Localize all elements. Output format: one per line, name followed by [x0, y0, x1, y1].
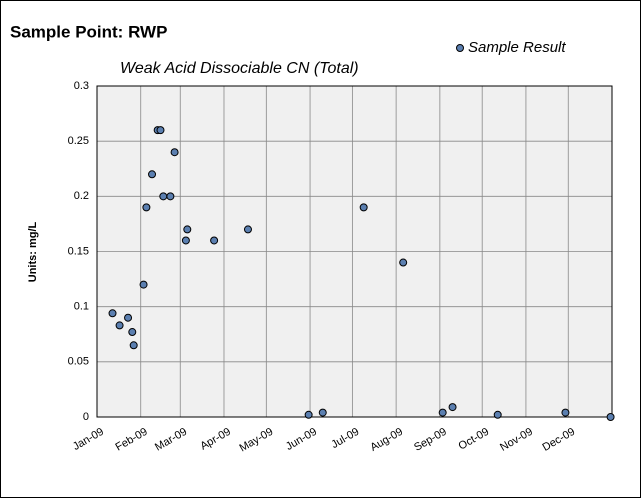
data-point: [148, 170, 157, 179]
data-point: [142, 203, 151, 212]
chart-title: Sample Point: RWP: [10, 22, 167, 41]
legend-marker: [456, 44, 464, 52]
y-tick-label: 0.25: [68, 135, 89, 147]
data-point: [561, 408, 570, 417]
data-point: [166, 192, 175, 201]
y-tick-label: 0.15: [68, 245, 89, 257]
data-point: [438, 408, 447, 417]
y-tick-label: 0.05: [68, 356, 89, 368]
data-point: [210, 236, 219, 245]
data-point: [115, 321, 124, 330]
data-point: [139, 280, 148, 289]
data-point: [170, 148, 179, 157]
data-point: [156, 126, 165, 135]
plot-border: [96, 85, 613, 418]
data-point: [124, 313, 133, 322]
data-point: [243, 225, 252, 234]
data-point: [304, 410, 313, 419]
data-point: [399, 258, 408, 267]
y-tick-label: 0.3: [74, 80, 89, 92]
data-point: [129, 341, 138, 350]
data-point: [183, 225, 192, 234]
data-point: [318, 408, 327, 417]
data-point: [128, 328, 137, 337]
data-point: [606, 413, 615, 421]
legend-label: Sample Result: [468, 39, 566, 56]
data-point: [159, 192, 168, 201]
data-point: [181, 236, 190, 245]
y-tick-label: 0: [83, 411, 89, 423]
y-axis-label: Units: mg/L: [27, 221, 39, 282]
y-tick-label: 0.2: [74, 190, 89, 202]
data-point: [448, 403, 457, 412]
data-point: [493, 410, 502, 419]
data-point: [108, 309, 117, 318]
data-point: [359, 203, 368, 212]
chart-subtitle: Weak Acid Dissociable CN (Total): [120, 60, 359, 77]
y-tick-label: 0.1: [74, 301, 89, 313]
